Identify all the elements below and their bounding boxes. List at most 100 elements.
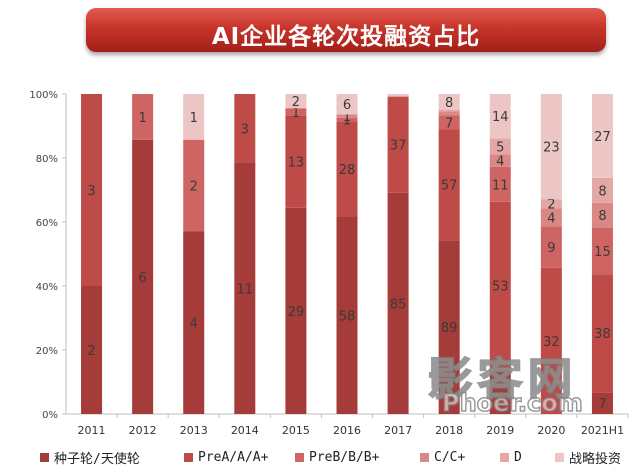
bar-segment [285,94,307,109]
legend-label: D [514,449,522,465]
data-label: 4 [547,211,555,226]
data-label: 1 [292,106,300,121]
legend-swatch [555,452,564,462]
legend-item: 种子轮/天使轮 [40,447,140,467]
bar-segment [285,207,307,414]
bar-segment [591,177,613,203]
x-tick-label: 2016 [333,424,361,437]
legend-swatch [184,452,193,462]
legend-label: 战略投资 [569,451,622,467]
legend-label: C/C+ [434,449,466,465]
legend-swatch [40,452,49,462]
x-tick-label: 2015 [282,424,310,437]
bar-segment [234,94,256,163]
data-label: 1 [138,111,146,126]
bar-segment [591,274,613,393]
bar-segment [489,154,511,167]
data-label: 6 [343,98,351,113]
bar-segment [336,114,358,118]
data-label: 8 [598,184,606,199]
bar-segment [183,231,205,414]
data-label: 23 [543,141,560,156]
data-label: 11 [237,282,254,297]
bar-segment [81,94,103,286]
data-label: 2 [547,198,555,213]
y-tick-label: 20% [36,346,58,357]
bar-segment [81,286,103,414]
bar-segment [234,162,256,414]
legend-item: 战略投资 [555,447,621,467]
x-tick-label: 2019 [486,424,514,437]
bar-segment [183,94,205,140]
data-label: 85 [390,297,407,312]
bar-segment [183,139,205,232]
bar-segment [285,115,307,208]
bar-segment [132,94,154,140]
x-tick-label: 2012 [129,424,157,437]
data-label: 7 [598,397,606,412]
legend-item: PreB/B/B+ [295,447,379,467]
data-label: 58 [339,309,356,324]
legend-label: 种子轮/天使轮 [54,451,140,467]
data-label: 32 [543,335,560,350]
data-label: 2 [190,179,198,194]
title-banner: AI企业各轮次投融资占比 [86,8,606,52]
x-tick-label: 2014 [231,424,259,437]
data-label: 9 [547,241,555,256]
bar-segment [438,240,460,414]
data-label: 4 [496,155,504,170]
data-label: 7 [445,116,453,131]
bar-segment [489,94,511,139]
y-tick-label: 80% [36,154,58,165]
data-label: 1 [343,114,351,129]
bar-segment [438,115,460,130]
data-label: 2 [87,344,95,359]
bar-segment [336,94,358,115]
legend-swatch [420,452,429,462]
data-label: 29 [288,305,305,320]
legend-item: PreA/A/A+ [184,447,268,467]
data-label: 38 [594,327,611,342]
bar-segment [336,121,358,217]
y-tick-label: 40% [36,282,58,293]
data-label: 28 [339,163,356,178]
data-label: 2 [292,95,300,110]
bar-segment [336,216,358,414]
bar-segment [489,166,511,202]
data-label: 13 [288,156,305,171]
data-label: 57 [441,179,458,194]
bar-segment [489,369,511,414]
bar-segment [591,94,613,178]
bar-segment [591,392,613,414]
legend-label: PreB/B/B+ [309,449,380,465]
data-label: 27 [594,130,611,145]
bar-segment [489,138,511,155]
x-tick-label: 2017 [384,424,412,437]
bar-segment [438,94,460,110]
bar-segment [438,129,460,241]
legend-label: PreA/A/A+ [198,449,269,465]
data-label: 6 [138,271,146,286]
x-tick-label: 2018 [435,424,463,437]
legend-item: D [500,447,522,467]
legend-swatch [295,452,304,462]
x-tick-label: 2013 [180,424,208,437]
y-tick-label: 60% [36,218,58,229]
bar-segment [387,96,409,193]
bar-segment [591,202,613,228]
data-label: 37 [390,139,407,154]
bar-segment [438,111,460,116]
legend-swatch [500,452,509,462]
data-label: 15 [594,245,611,260]
legend-item: C/C+ [420,447,465,467]
chart-legend: 种子轮/天使轮 PreA/A/A+ PreB/B/B+ C/C+ D 战略投资 [40,447,640,467]
y-tick-label: 0% [42,410,58,421]
bar-segment [132,139,154,414]
x-tick-label: 2021H1 [581,424,624,437]
data-label: 1 [190,111,198,126]
bar-segment [387,94,409,97]
chart-title: AI企业各轮次投融资占比 [211,24,481,50]
data-label: 53 [492,280,509,295]
data-label: 14 [492,110,509,125]
data-label: 4 [190,317,198,332]
